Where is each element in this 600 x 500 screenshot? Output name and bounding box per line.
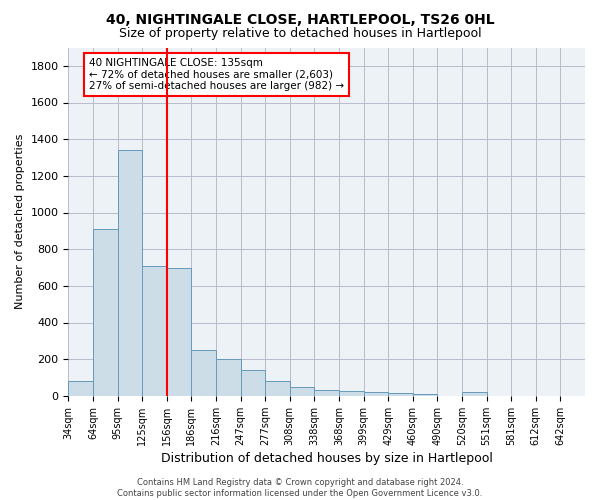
Bar (216, 359, 241, 396)
Text: 40, NIGHTINGALE CLOSE, HARTLEPOOL, TS26 0HL: 40, NIGHTINGALE CLOSE, HARTLEPOOL, TS26 … (106, 12, 494, 26)
X-axis label: Distribution of detached houses by size in Hartlepool: Distribution of detached houses by size … (161, 452, 493, 465)
Bar (290, 386, 314, 396)
Bar (118, 150, 142, 396)
Bar (241, 370, 265, 396)
Bar (339, 391, 364, 396)
Text: 40 NIGHTINGALE CLOSE: 135sqm
← 72% of detached houses are smaller (2,603)
27% of: 40 NIGHTINGALE CLOSE: 135sqm ← 72% of de… (89, 58, 344, 91)
Bar (413, 394, 437, 396)
Bar (167, 268, 191, 396)
Bar (388, 393, 413, 396)
Y-axis label: Number of detached properties: Number of detached properties (15, 134, 25, 310)
Bar (364, 392, 388, 396)
Bar (462, 392, 487, 396)
Bar (68, 381, 93, 396)
Bar (314, 390, 339, 396)
Bar (265, 381, 290, 396)
Bar (93, 229, 118, 396)
Text: Size of property relative to detached houses in Hartlepool: Size of property relative to detached ho… (119, 28, 481, 40)
Bar (191, 350, 216, 396)
Bar (142, 266, 167, 396)
Text: Contains HM Land Registry data © Crown copyright and database right 2024.
Contai: Contains HM Land Registry data © Crown c… (118, 478, 482, 498)
